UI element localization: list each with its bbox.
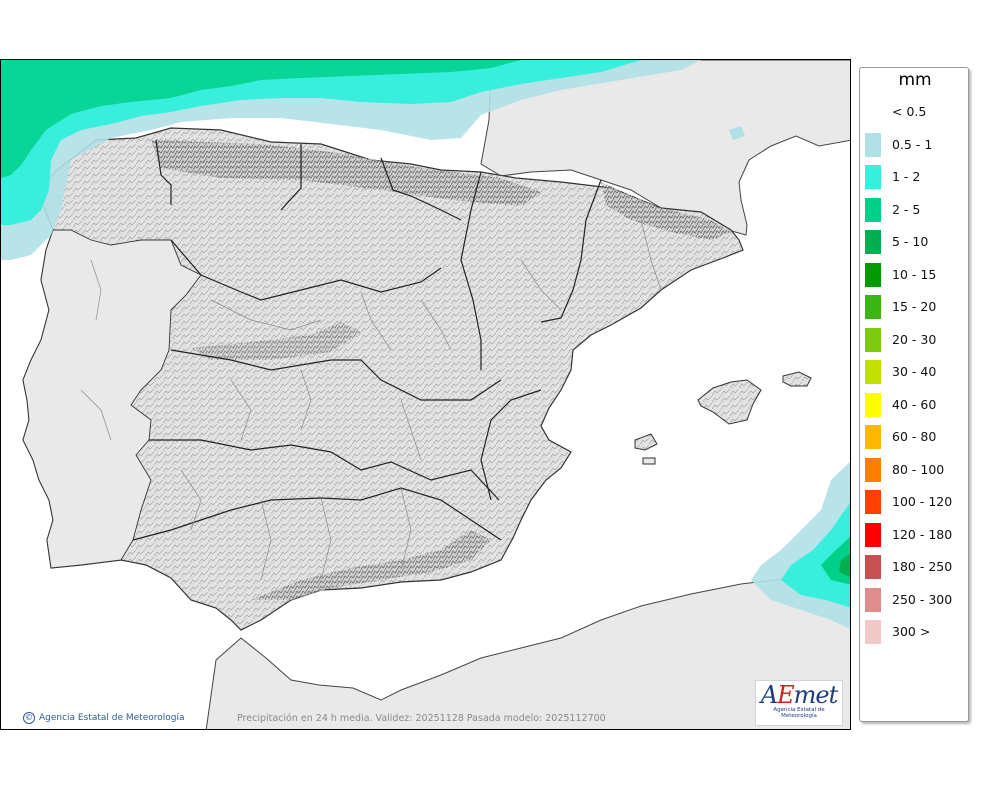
legend-label: 40 - 60 [892, 396, 937, 412]
legend-swatch [865, 262, 881, 287]
legend-swatch [865, 457, 881, 482]
legend-swatch [865, 522, 881, 547]
legend-label: 2 - 5 [892, 201, 921, 217]
legend-swatch [865, 165, 881, 189]
legend-label: 100 - 120 [892, 494, 953, 509]
relief-betic [251, 530, 491, 600]
credit-line: © Agencia Estatal de Meteorología [23, 712, 185, 724]
precip-2-5-north [1, 60, 521, 178]
legend-swatch [865, 587, 881, 612]
precip-0p5-1-gulf [729, 126, 745, 140]
precipitation-legend: mm < 0.5 0.5 - 1 1 - 2 2 - 5 5 - 10 10 - 15 15… [859, 67, 969, 722]
precipitation-map: © Agencia Estatal de Meteorología Precip… [0, 59, 851, 730]
legend-item: 0.5 - 1 [863, 131, 967, 157]
legend-swatch [865, 360, 881, 384]
legend-swatch [865, 620, 881, 644]
land-formentera [642, 457, 656, 465]
land-menorca [782, 371, 812, 387]
land-ibiza [634, 433, 658, 451]
relief-central [191, 322, 361, 360]
legend-label: 180 - 250 [892, 559, 953, 574]
province-borders [80, 219, 662, 581]
legend-swatch [865, 327, 881, 352]
legend-item: 5 - 10 [863, 228, 967, 254]
land-france [480, 60, 850, 236]
legend-item: 60 - 80 [863, 423, 967, 449]
legend-swatch [865, 555, 881, 579]
legend-item: 80 - 100 [863, 456, 967, 482]
legend-label: 250 - 300 [892, 591, 953, 607]
legend-label: 30 - 40 [892, 364, 937, 379]
legend-item: 300 > [863, 618, 967, 644]
legend-label: 15 - 20 [892, 299, 937, 314]
legend-label: 1 - 2 [892, 169, 921, 184]
logo-subtitle: Agencia Estatal de Meteorología [773, 707, 825, 719]
legend-item: 20 - 30 [863, 326, 967, 352]
legend-label: 300 > [892, 624, 931, 639]
relief-cantabrian [151, 140, 541, 206]
legend-label: 10 - 15 [892, 266, 937, 282]
legend-label: 0.5 - 1 [892, 136, 933, 152]
legend-swatch [865, 132, 881, 157]
aemet-logo: AEmet Agencia Estatal de Meteorología [755, 680, 843, 726]
region-borders [132, 139, 602, 541]
legend-label: 120 - 180 [892, 526, 953, 542]
legend-item: 2 - 5 [863, 196, 967, 222]
precip-1-2-southeast [781, 502, 850, 608]
legend-label: 5 - 10 [892, 234, 929, 249]
legend-item: 1 - 2 [863, 163, 967, 189]
legend-swatch [865, 197, 881, 222]
legend-item: 250 - 300 [863, 586, 967, 612]
copyright-icon: © [23, 712, 35, 724]
land-mallorca [697, 379, 762, 425]
map-canvas [1, 60, 850, 729]
legend-item: 100 - 120 [863, 488, 967, 514]
logo-word: AEmet [760, 681, 838, 709]
legend-item: 10 - 15 [863, 261, 967, 287]
legend-label: 20 - 30 [892, 331, 937, 347]
legend-swatch [865, 490, 881, 514]
precip-5-10-southeast [839, 553, 850, 578]
legend-swatch [865, 295, 881, 319]
credit-text: Agencia Estatal de Meteorología [39, 713, 185, 723]
legend-item: 15 - 20 [863, 293, 967, 319]
legend-item: 40 - 60 [863, 391, 967, 417]
legend-item: 180 - 250 [863, 553, 967, 579]
precip-1-2-north [1, 60, 641, 225]
relief-pyrenees [601, 182, 731, 240]
land-portugal [22, 229, 202, 569]
legend-item: 120 - 180 [863, 521, 967, 547]
legend-swatch [865, 392, 881, 417]
legend-item: 30 - 40 [863, 358, 967, 384]
legend-swatch [865, 230, 881, 254]
legend-swatch [865, 425, 881, 449]
legend-label: 60 - 80 [892, 429, 937, 444]
legend-label: < 0.5 [892, 104, 927, 119]
legend-unit: mm [898, 70, 932, 90]
map-caption: Precipitación en 24 h media. Validez: 20… [237, 713, 606, 724]
legend-label: 80 - 100 [892, 461, 945, 477]
legend-item: < 0.5 [863, 98, 967, 124]
legend-swatch [865, 100, 881, 124]
